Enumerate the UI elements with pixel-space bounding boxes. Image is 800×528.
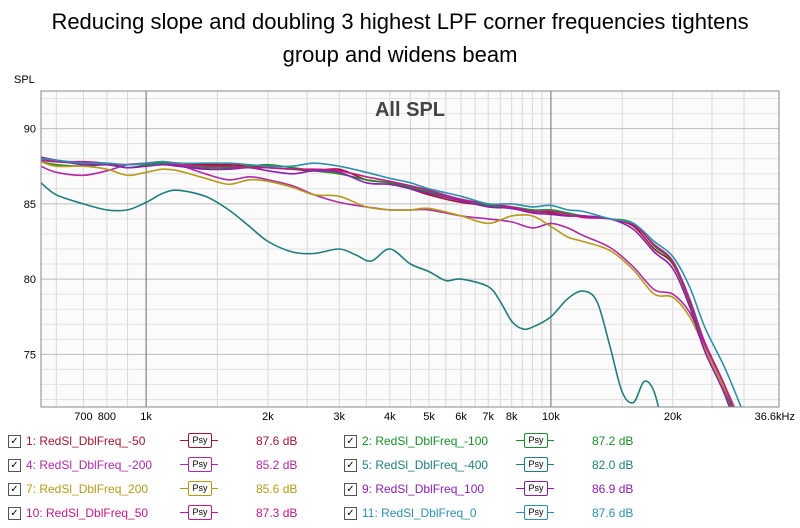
x-tick-label: 10k <box>542 411 560 423</box>
series-line-8 <box>41 157 742 407</box>
legend-psy-label: Psy <box>188 433 212 448</box>
legend-psy-label: Psy <box>524 481 548 496</box>
legend-item: ✓ 1: RedSl_DblFreq_-50 Psy 87.6 dB <box>8 431 338 453</box>
x-tick-label: 700 <box>74 411 92 423</box>
legend-series-name: 11: RedSl_DblFreq_0 <box>362 506 477 520</box>
spl-chart: All SPL 75 80 85 90 700 800 1k 2k 3k 4k 5k 6k 7k 8k 10k… <box>24 90 795 423</box>
legend-psy-button[interactable]: Psy <box>180 505 218 520</box>
legend-value: 86.9 dB <box>592 482 634 496</box>
series-line-4 <box>41 182 660 407</box>
legend-checkbox[interactable]: ✓ <box>344 507 357 520</box>
legend-value: 87.2 dB <box>592 434 634 448</box>
legend-value: 82.0 dB <box>592 458 634 472</box>
legend-checkbox[interactable]: ✓ <box>344 435 357 448</box>
legend-checkbox[interactable]: ✓ <box>8 459 21 472</box>
x-tick-label: 6k <box>455 411 467 423</box>
legend-value: 85.6 dB <box>256 482 298 496</box>
legend-psy-button[interactable]: Psy <box>516 457 554 472</box>
legend-item: ✓ 9: RedSl_DblFreq_100 Psy 86.9 dB <box>344 479 674 501</box>
x-tick-label: 7k <box>482 411 494 423</box>
series-line-6 <box>41 156 731 407</box>
legend-psy-button[interactable]: Psy <box>180 457 218 472</box>
legend-series-name: 2: RedSl_DblFreq_-100 <box>362 434 489 448</box>
legend-item: ✓ 11: RedSl_DblFreq_0 Psy 87.6 dB <box>344 503 674 525</box>
legend-psy-button[interactable]: Psy <box>180 481 218 496</box>
legend-psy-button[interactable]: Psy <box>516 433 554 448</box>
x-tick-label: 36.6kHz <box>755 411 795 423</box>
x-tick-label: 1k <box>140 411 152 423</box>
inner-title: All SPL <box>375 99 445 121</box>
legend-value: 87.3 dB <box>256 506 298 520</box>
x-tick-label: 3k <box>333 411 345 423</box>
legend-psy-label: Psy <box>188 457 212 472</box>
legend-psy-button[interactable]: Psy <box>516 481 554 496</box>
legend-checkbox[interactable]: ✓ <box>344 459 357 472</box>
x-tick-label: 800 <box>98 411 116 423</box>
x-tick-label: 5k <box>423 411 435 423</box>
legend-value: 87.6 dB <box>256 434 298 448</box>
x-tick-label: 4k <box>384 411 396 423</box>
y-tick-label: 85 <box>24 199 36 211</box>
legend-item: ✓ 7: RedSl_DblFreq_200 Psy 85.6 dB <box>8 479 338 501</box>
y-tick-label: 90 <box>24 124 36 136</box>
x-tick-label: 8k <box>506 411 518 423</box>
legend-psy-button[interactable]: Psy <box>516 505 554 520</box>
legend-psy-label: Psy <box>524 505 548 520</box>
legend-checkbox[interactable]: ✓ <box>8 483 21 496</box>
x-tick-label: 2k <box>262 411 274 423</box>
legend-series-name: 4: RedSl_DblFreq_-200 <box>26 458 153 472</box>
y-axis-label: SPL <box>14 74 35 86</box>
legend-psy-label: Psy <box>188 505 212 520</box>
y-tick-label: 80 <box>24 274 36 286</box>
x-tick-label: 20k <box>664 411 682 423</box>
y-tick-label: 75 <box>24 349 36 361</box>
legend-psy-label: Psy <box>524 457 548 472</box>
legend-series-name: 10: RedSl_DblFreq_50 <box>26 506 149 520</box>
legend-series-name: 7: RedSl_DblFreq_200 <box>26 482 149 496</box>
chart-title-line-2: group and widens beam <box>282 42 518 67</box>
legend-value: 87.6 dB <box>592 506 634 520</box>
legend-checkbox[interactable]: ✓ <box>344 483 357 496</box>
legend-psy-label: Psy <box>524 433 548 448</box>
chart-title-line-1: Reducing slope and doubling 3 highest LP… <box>51 9 749 34</box>
legend-psy-button[interactable]: Psy <box>180 433 218 448</box>
legend-series-name: 1: RedSl_DblFreq_-50 <box>26 434 146 448</box>
legend-psy-label: Psy <box>188 481 212 496</box>
legend-value: 85.2 dB <box>256 458 298 472</box>
legend: ✓ 1: RedSl_DblFreq_-50 Psy 87.6 dB ✓ 2: RedSl… <box>0 428 800 528</box>
series-line-5 <box>41 160 735 407</box>
legend-item: ✓ 2: RedSl_DblFreq_-100 Psy 87.2 dB <box>344 431 674 453</box>
legend-checkbox[interactable]: ✓ <box>8 435 21 448</box>
legend-checkbox[interactable]: ✓ <box>8 507 21 520</box>
legend-item: ✓ 4: RedSl_DblFreq_-200 Psy 85.2 dB <box>8 455 338 477</box>
legend-series-name: 5: RedSl_DblFreq_-400 <box>362 458 489 472</box>
legend-item: ✓ 10: RedSl_DblFreq_50 Psy 87.3 dB <box>8 503 338 525</box>
legend-series-name: 9: RedSl_DblFreq_100 <box>362 482 485 496</box>
legend-item: ✓ 5: RedSl_DblFreq_-400 Psy 82.0 dB <box>344 455 674 477</box>
plot-frame <box>40 90 780 408</box>
